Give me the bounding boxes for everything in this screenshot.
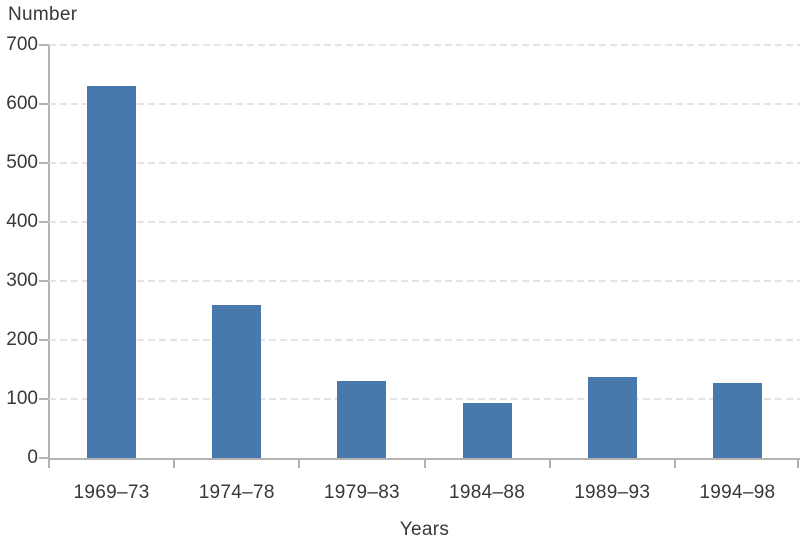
bar [337,381,387,458]
gridline [49,44,800,46]
y-tick-label: 0 [27,447,38,468]
x-tick [797,460,799,468]
gridline [49,221,800,223]
gridline [49,162,800,164]
x-tick [423,460,426,468]
y-axis-line [48,45,50,468]
bar [712,383,762,458]
y-tick-label: 400 [6,211,38,232]
gridline [49,398,800,400]
y-tick [39,44,49,46]
y-tick-label: 700 [6,34,38,55]
x-tick-label: 1974–78 [198,482,275,503]
bar [462,403,512,458]
bar [87,86,137,458]
y-tick [39,457,49,459]
y-tick [39,280,49,282]
x-tick [673,460,676,468]
y-tick-label: 600 [6,93,38,114]
x-tick [173,460,176,468]
gridline [49,103,800,105]
y-tick [39,103,49,105]
y-tick [39,339,49,341]
bar [587,376,637,458]
y-tick [39,398,49,400]
plot-area [49,44,800,460]
y-tick [39,221,49,223]
y-axis-title: Number [8,4,78,25]
x-tick-label: 1969–73 [73,482,150,503]
x-tick-label: 1994–98 [699,482,776,503]
gridline [49,339,800,341]
x-tick [298,460,301,468]
x-tick-label: 1989–93 [574,482,651,503]
bar [212,304,262,458]
x-tick-label: 1979–83 [323,482,400,503]
y-tick-label: 500 [6,152,38,173]
x-tick [548,460,551,468]
x-axis-title: Years [399,519,450,540]
gridline [49,280,800,282]
x-tick-label: 1984–88 [449,482,526,503]
y-tick-label: 300 [6,270,38,291]
y-tick [39,162,49,164]
y-tick-label: 200 [6,329,38,350]
y-tick-label: 100 [6,388,38,409]
